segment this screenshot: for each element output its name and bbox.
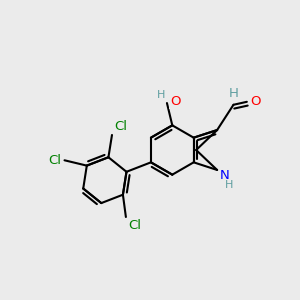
Text: H: H [229,87,238,100]
Text: N: N [220,169,230,182]
Text: Cl: Cl [128,219,141,232]
Text: Cl: Cl [49,154,62,167]
Text: O: O [250,95,261,108]
Text: Cl: Cl [114,120,128,133]
Text: O: O [170,95,180,108]
Text: H: H [224,180,233,190]
Text: H: H [157,90,166,100]
